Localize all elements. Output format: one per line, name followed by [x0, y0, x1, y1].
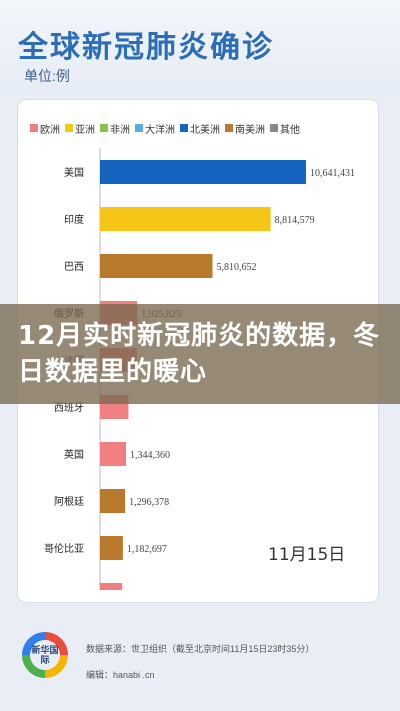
legend-item: 北美洲 — [180, 121, 220, 136]
bar — [100, 489, 126, 513]
category-label: 美国 — [64, 166, 84, 179]
bar — [100, 442, 127, 466]
legend-label: 南美洲 — [235, 124, 265, 136]
value-label: 1,296,378 — [129, 497, 169, 508]
legend-label: 亚洲 — [75, 124, 95, 136]
category-label: 意大利 — [54, 589, 84, 590]
header — [0, 0, 400, 95]
legend-swatch — [135, 124, 143, 132]
bar — [100, 254, 213, 278]
legend-item: 其他 — [270, 121, 300, 136]
legend-swatch — [30, 124, 38, 132]
logo-text: 新华国际 — [30, 640, 60, 670]
legend-swatch — [225, 124, 233, 132]
legend-swatch — [100, 124, 108, 132]
xinhua-logo-icon: 新华国际 — [22, 632, 68, 678]
legend-label: 大洋洲 — [145, 124, 175, 136]
legend-label: 欧洲 — [40, 124, 60, 136]
legend-item: 南美洲 — [225, 121, 265, 136]
unit-label: 单位:例 — [24, 68, 70, 84]
legend-label: 非洲 — [110, 124, 130, 136]
source-note: 数据来源：世卫组织（截至北京时间11月15日23时35分） — [86, 644, 315, 654]
headline-overlay — [0, 304, 400, 404]
legend-item: 非洲 — [100, 121, 130, 136]
legend-label: 其他 — [280, 124, 300, 136]
legend-swatch — [270, 124, 278, 132]
value-label: 8,814,579 — [275, 215, 315, 226]
bar — [100, 536, 123, 560]
date-annotation: 11月15日 — [268, 545, 346, 565]
legend-swatch — [180, 124, 188, 132]
page-title: 全球新冠肺炎确诊 — [18, 30, 274, 65]
legend-item: 欧洲 — [30, 121, 60, 136]
chart-legend: 欧洲 亚洲 非洲 大洋洲 北美洲 南美洲 其他 — [30, 118, 370, 138]
legend-swatch — [65, 124, 73, 132]
category-label: 印度 — [64, 213, 84, 226]
category-label: 英国 — [64, 448, 84, 461]
bar — [100, 583, 123, 590]
value-label: 1,344,360 — [130, 450, 170, 461]
legend-item: 大洋洲 — [135, 121, 175, 136]
category-label: 哥伦比亚 — [44, 542, 84, 555]
bar — [100, 160, 306, 184]
legend-label: 北美洲 — [190, 124, 220, 136]
value-label: 1,182,697 — [127, 544, 167, 555]
bar — [100, 207, 271, 231]
legend-item: 亚洲 — [65, 121, 95, 136]
category-label: 巴西 — [64, 261, 84, 273]
category-label: 阿根廷 — [54, 495, 84, 508]
value-label: 10,641,431 — [310, 168, 355, 179]
editor-note: 编辑：hanabi .cn — [86, 670, 155, 680]
category-label: 西班牙 — [54, 402, 84, 414]
value-label: 5,810,652 — [216, 262, 256, 273]
headline-text: 12月实时新冠肺炎的数据，冬日数据里的暖心 — [18, 321, 381, 387]
